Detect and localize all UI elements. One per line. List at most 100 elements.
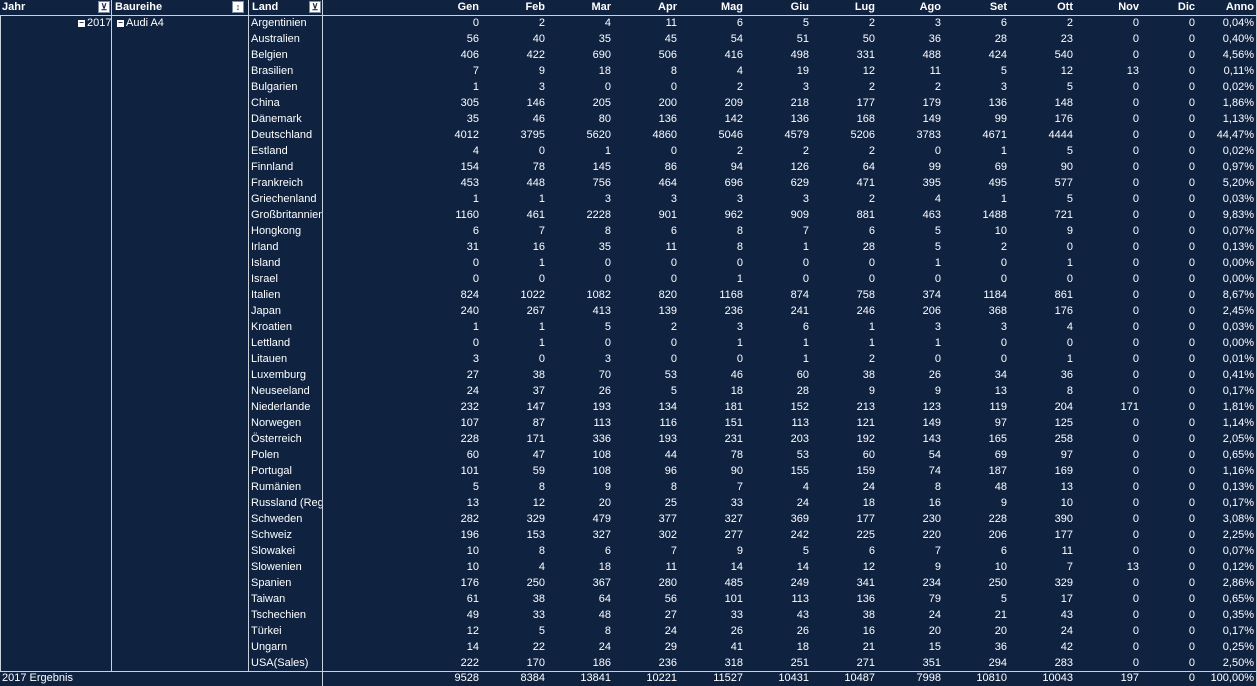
land-cell[interactable]: China [251,97,280,109]
value-cell: 267 [526,305,545,317]
land-cell[interactable]: Neuseeland [251,385,310,397]
value-cell: 0 [1188,305,1195,317]
land-cell[interactable]: Lettland [251,337,291,349]
land-cell[interactable]: Bulgarien [251,81,298,93]
value-cell: 18 [598,65,611,77]
value-cell: 79 [928,593,941,605]
header-month[interactable]: Gen [457,1,479,13]
value-cell: 123 [922,401,941,413]
land-cell[interactable]: Irland [251,241,279,253]
value-cell: 2,45% [1222,305,1254,317]
land-cell[interactable]: Estland [251,145,288,157]
value-cell: 962 [724,209,743,221]
year-node[interactable]: −2017 [78,15,111,31]
value-cell: 629 [790,177,809,189]
land-cell[interactable]: Frankreich [251,177,303,189]
land-cell[interactable]: Litauen [251,353,288,365]
land-cell[interactable]: Portugal [251,465,292,477]
header-month[interactable]: Set [989,1,1007,13]
land-cell[interactable]: Schweden [251,513,303,525]
value-cell: 94 [730,161,743,173]
value-cell: 43 [796,609,809,621]
land-cell[interactable]: Japan [251,305,281,317]
land-cell[interactable]: Kroatien [251,321,292,333]
header-month[interactable]: Ago [919,1,941,13]
header-month[interactable]: Dic [1177,1,1195,13]
land-cell[interactable]: Taiwan [251,593,286,605]
value-cell: 0 [1132,657,1139,669]
land-cell[interactable]: Großbritannien [251,209,322,221]
filter-icon[interactable]: ⊻ [309,1,321,13]
land-cell[interactable]: Polen [251,449,280,461]
land-cell[interactable]: Israel [251,273,278,285]
value-cell: 179 [922,97,941,109]
filter-icon[interactable]: ⊻ [98,1,110,13]
value-cell: 26 [598,385,611,397]
value-cell: 453 [460,177,479,189]
land-cell[interactable]: Finnland [251,161,294,173]
header-month[interactable]: Nov [1118,1,1139,13]
land-cell[interactable]: Rumänien [251,481,302,493]
table-row: Irland 31 16 35 11 8 1 28 5 2 0 0 0 0,13% [0,239,1257,255]
header-month[interactable]: Mar [591,1,611,13]
land-cell[interactable]: Island [251,257,281,269]
header-month[interactable]: Apr [658,1,677,13]
land-cell[interactable]: Hongkong [251,225,302,237]
value-cell: 302 [658,529,677,541]
header-month[interactable]: Feb [525,1,545,13]
land-cell[interactable]: Spanien [251,577,292,589]
value-cell: 0,07% [1222,225,1254,237]
header-land[interactable]: Land [252,1,279,13]
value-cell: 8 [736,225,743,237]
land-cell[interactable]: Slowakei [251,545,296,557]
value-cell: 4012 [454,129,479,141]
value-cell: 4 [934,193,941,205]
land-cell[interactable]: Italien [251,289,281,301]
sort-filter-icon[interactable]: ↕ [232,1,244,13]
land-cell[interactable]: Dänemark [251,113,302,125]
value-cell: 0,03% [1222,193,1254,205]
header-month[interactable]: Anno [1225,1,1254,13]
header-jahr[interactable]: Jahr [2,1,26,13]
header-month[interactable]: Lug [854,1,875,13]
value-cell: 471 [856,177,875,189]
value-cell: 1 [604,145,611,157]
land-cell[interactable]: Slowenien [251,561,302,573]
value-cell: 294 [988,657,1007,669]
land-cell[interactable]: Schweiz [251,529,292,541]
land-cell[interactable]: Argentinien [251,17,307,29]
collapse-icon[interactable]: − [117,18,124,27]
collapse-icon[interactable]: − [78,18,85,27]
header-month[interactable]: Mag [721,1,743,13]
land-cell[interactable]: Ungarn [251,641,288,653]
value-cell: 13 [1126,561,1139,573]
value-cell: 0 [1188,641,1195,653]
land-cell[interactable]: Norwegen [251,417,302,429]
value-cell: 37 [532,385,545,397]
value-cell: 0,01% [1222,353,1254,365]
value-cell: 461 [526,209,545,221]
land-cell[interactable]: Luxemburg [251,369,307,381]
value-cell: 413 [592,305,611,317]
value-cell: 9 [934,561,941,573]
land-cell[interactable]: Türkei [251,625,282,637]
land-cell[interactable]: Belgien [251,49,288,61]
land-cell[interactable]: Russland (Reg [251,497,322,509]
value-cell: 1,14% [1222,417,1254,429]
land-cell[interactable]: Niederlande [251,401,311,413]
land-cell[interactable]: Brasilien [251,65,294,77]
header-baureihe[interactable]: Baureihe [115,1,163,13]
value-cell: 0 [1188,129,1195,141]
land-cell[interactable]: Tschechien [251,609,307,621]
header-month[interactable]: Ott [1057,1,1073,13]
land-cell[interactable]: Australien [251,33,300,45]
total-cell: 197 [1120,672,1139,684]
land-cell[interactable]: Deutschland [251,129,313,141]
header-month[interactable]: Giu [790,1,809,13]
land-cell[interactable]: Griechenland [251,193,317,205]
land-cell[interactable]: Österreich [251,433,302,445]
land-cell[interactable]: USA(Sales) [251,657,309,669]
series-node[interactable]: − Audi A4 [117,15,164,31]
value-cell: 12 [862,65,875,77]
value-cell: 341 [856,577,875,589]
